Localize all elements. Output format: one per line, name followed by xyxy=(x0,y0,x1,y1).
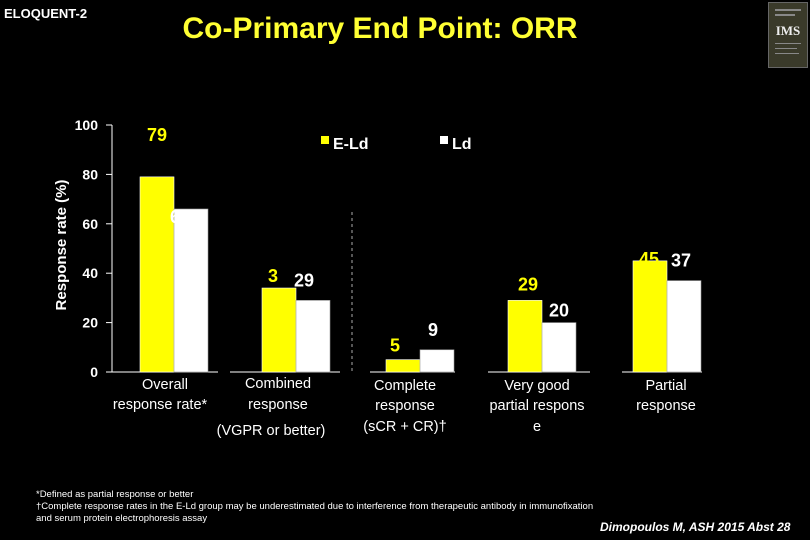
footnote-2: †Complete response rates in the E-Ld gro… xyxy=(36,501,594,512)
data-label-ld-1: 29 xyxy=(294,270,314,290)
bar-ld-3 xyxy=(541,322,577,373)
category-label-0-1: response rate* xyxy=(113,397,208,413)
data-label-e-ld-2: 5 xyxy=(390,336,400,356)
slide-title: Co-Primary End Point: ORR xyxy=(182,12,578,45)
bar-e-ld-3 xyxy=(507,300,543,373)
category-label-4-1: response xyxy=(636,398,696,414)
y-tick-label: 20 xyxy=(82,315,98,331)
data-label-e-ld-3: 29 xyxy=(518,274,538,294)
bar-ld-1 xyxy=(295,300,331,373)
study-name: ELOQUENT-2 xyxy=(4,6,88,21)
category-label-1-0: Combined xyxy=(245,376,311,392)
category-label-2-0: Complete xyxy=(374,378,436,394)
footnote-1: *Defined as partial response or better xyxy=(36,489,194,500)
category-label-2-1: response xyxy=(375,398,435,414)
y-tick-label: 0 xyxy=(90,364,98,380)
y-tick-label: 80 xyxy=(82,166,98,182)
y-tick-label: 100 xyxy=(75,117,99,133)
bar-e-ld-2 xyxy=(385,359,421,373)
category-label-3-2: e xyxy=(533,419,541,435)
category-label-1-2: (VGPR or better) xyxy=(217,423,326,439)
category-label-1-1: response xyxy=(248,397,308,413)
footnotes: *Defined as partial response or better †… xyxy=(36,489,636,525)
data-label-ld-3: 20 xyxy=(549,301,569,321)
data-label-ld-2: 9 xyxy=(428,320,438,340)
y-axis-label: Response rate (%) xyxy=(53,180,70,311)
bar-ld-2 xyxy=(419,349,455,373)
citation: Dimopoulos M, ASH 2015 Abst 28 xyxy=(600,520,791,534)
data-label-ld-4: 37 xyxy=(671,251,691,271)
bar-e-ld-0 xyxy=(139,176,175,373)
legend-label-e-ld: E-Ld xyxy=(333,136,369,153)
data-label-ld-0: 66 xyxy=(170,207,190,227)
bar-e-ld-1 xyxy=(261,287,297,373)
y-tick-label: 40 xyxy=(82,265,98,281)
category-label-3-0: Very good xyxy=(504,378,569,394)
ims-logo: IMS xyxy=(768,2,808,68)
bar-ld-4 xyxy=(666,280,702,373)
legend-swatch-ld xyxy=(440,136,448,144)
data-label-e-ld-1: 3 xyxy=(268,266,278,286)
y-tick-label: 60 xyxy=(82,216,98,232)
category-label-4-0: Partial xyxy=(645,378,686,394)
bar-e-ld-4 xyxy=(632,260,668,373)
legend-label-ld: Ld xyxy=(452,136,472,153)
footnote-3: and serum protein electrophoresis assay xyxy=(36,513,208,524)
category-label-2-2: (sCR + CR)† xyxy=(363,419,446,435)
bar-ld-0 xyxy=(173,208,209,373)
category-label-0-0: Overall xyxy=(142,377,188,393)
legend-swatch-e-ld xyxy=(321,136,329,144)
category-label-3-1: partial respons xyxy=(489,398,584,414)
data-label-e-ld-0: 79 xyxy=(147,125,167,145)
data-label-e-ld-4: 45 xyxy=(639,249,659,269)
